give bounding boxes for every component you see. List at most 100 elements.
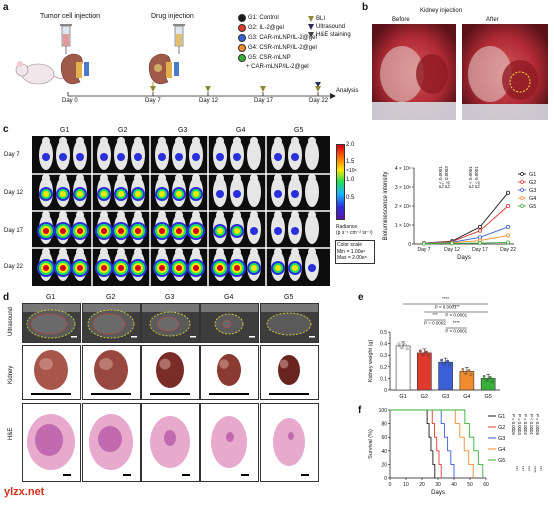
after-label: After [486,17,499,23]
data-point [448,363,452,367]
data-point [506,204,511,209]
he-stain-g5 [260,403,319,482]
bli-signal [274,190,282,198]
bli-signal [291,153,299,161]
mouse-silhouette [305,140,319,170]
legend-label: G3 [529,188,536,194]
bli-signal [274,153,282,161]
ultrasound-image-g5 [260,303,319,343]
data-point [478,228,483,233]
ultrasound-image-g3 [141,303,200,343]
x-tick-label: 10 [403,482,409,488]
y-tick-label: 3 × 10⁸ [395,185,411,191]
data-point [403,343,407,347]
survival-curve-g4 [390,409,474,478]
x-axis-label: Days [431,490,445,496]
data-point [463,371,467,374]
colorbar-tick: 1.0 [346,177,355,183]
ultrasound-marker [315,82,321,87]
p-value-label: P = 0.0008 [535,414,540,435]
p-value-label: P < 0.0001 [474,166,479,188]
significance-stars: **** [447,181,452,188]
bli-signal [250,227,258,235]
x-tick-label: 20 [419,482,425,488]
y-tick-label: 20 [381,462,387,468]
colorbar-tick: 2.0 [346,142,355,148]
x-tick-label: Day 7 [417,247,430,253]
y-tick-label: 0.4 [380,342,387,348]
group-legend: G1: Control G2: IL-2@gel G3: CAR-mLNP/IL… [238,14,317,72]
data-point [426,354,430,358]
y-tick-label: 1 × 10⁸ [395,223,411,229]
mouse-icon [15,61,69,85]
row-label-he: H&E [8,427,14,440]
bli-triangle-icon [308,16,314,22]
d-col-header-g4: G4 [224,294,234,301]
data-point [506,224,511,229]
legend-he: H&E staining [308,32,351,38]
x-tick-label: G3 [442,394,449,400]
legend-label: G5 [529,204,536,210]
bli-col-header-g2: G2 [118,127,128,134]
syringe-icon [60,24,72,54]
bar-g1 [395,345,411,391]
series-line-g1 [423,192,509,244]
data-point [418,349,422,353]
bli-signal [233,153,241,161]
he-stain-g1 [22,403,81,482]
significance-stars: **** [453,304,460,309]
d-col-header-g5: G5 [284,294,294,301]
mouse-silhouette [305,214,319,244]
significance-stars: ** [471,184,476,188]
bli-row-label: Day 22 [4,264,24,270]
bli-signal [100,153,108,161]
row-label-kidney: Kidney [8,365,14,384]
y-tick-label: 60 [381,435,387,441]
survival-curve-g2 [390,409,442,478]
y-tick-label: 0 [408,242,411,248]
legend-label: G2 [529,180,536,186]
timeline-analysis: Analysis [336,88,359,94]
legend-label: G3 [498,436,505,442]
x-tick-label: G2 [421,394,428,400]
bli-col-header-g4: G4 [236,127,246,134]
legend-label: G1 [498,414,505,420]
data-point [506,233,511,238]
legend-bli: BLI [308,16,351,22]
data-point [490,380,494,383]
p-value-label: P = 0.0003 [517,414,522,435]
bli-signal [192,153,200,161]
data-point [488,376,492,379]
legend-g2: G2: IL-2@gel [238,24,317,32]
color-scale-min: Min = 1.00e⁶ [337,249,366,255]
g3-dot-icon [238,34,246,42]
p-value-label: P < 0.0001 [445,313,467,318]
y-tick-label: 2 × 10⁸ [395,204,411,210]
bli-row-label: Day 17 [4,228,24,234]
color-scale-title: Color scale [337,242,363,248]
data-point [478,235,483,240]
y-tick-label: 0.1 [380,376,387,382]
bli-row-label: Day 12 [4,190,24,196]
row-label-ultrasound: Ultrasound [8,306,14,336]
data-point [506,190,511,195]
significance-stars: **** [532,466,537,473]
significance-stars: *** [432,312,438,317]
timeline [67,82,336,99]
bli-marker [150,86,156,92]
panel-label-e: e [358,292,364,303]
colorbar-tick: 0.5 [346,195,355,201]
significance-stars: **** [442,296,449,301]
series-line-g5 [423,242,509,245]
bar-g3 [438,361,453,391]
radiance-units: (p s⁻¹ cm⁻² sr⁻¹) [336,230,373,236]
p-value-label: P < 0.0001 [468,166,473,188]
bli-signal [233,190,241,198]
he-stain-g2 [82,403,141,482]
before-label: Before [392,17,410,23]
panel-label-b: b [362,2,369,13]
color-scale-box: Color scale Min = 1.00e⁶ Max = 2.00e⁸ [335,240,375,264]
significance-stars: *** [526,466,531,471]
legend-g1: G1: Control [238,14,317,22]
kidney-photo-g2 [82,345,141,400]
